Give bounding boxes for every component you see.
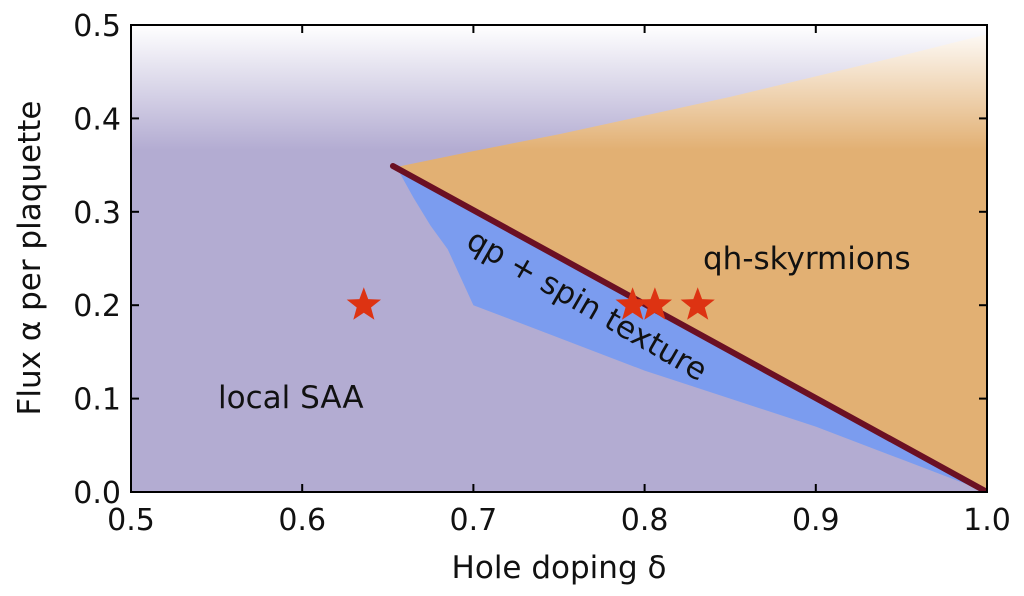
region-label-local-saa: local SAA <box>218 380 364 416</box>
star-marker <box>637 287 672 320</box>
x-tick-label: 0.6 <box>278 503 326 538</box>
x-tick-label: 0.8 <box>621 503 669 538</box>
y-tick-label: 0.3 <box>73 196 121 231</box>
y-tick-label: 0.0 <box>73 476 121 511</box>
axes: 0.5 0.6 0.7 0.8 0.9 1.0 0.0 0.1 0.2 0.3 0.4 0.5 <box>73 9 1011 538</box>
y-tick-label: 0.1 <box>73 383 121 418</box>
y-axis-label: Flux α per plaquette <box>12 101 48 416</box>
star-marker <box>346 287 381 320</box>
x-tick-label: 0.9 <box>792 503 840 538</box>
x-tick-label: 0.5 <box>107 503 155 538</box>
x-tick-label: 0.7 <box>450 503 498 538</box>
top-fade-overlay <box>131 25 987 150</box>
star-marker <box>680 287 715 320</box>
plot-frame <box>130 24 988 493</box>
region-label-qh-skyrmions: qh-skyrmions <box>703 241 911 277</box>
y-tick-label: 0.4 <box>73 102 121 137</box>
phase-boundary-line <box>389 163 987 492</box>
star-marker <box>615 287 650 320</box>
y-tick-label: 0.5 <box>73 9 121 44</box>
y-tick-label: 0.2 <box>73 289 121 324</box>
star-markers <box>346 287 715 320</box>
x-tick-label: 1.0 <box>963 503 1011 538</box>
x-axis-label: Hole doping δ <box>452 550 667 586</box>
